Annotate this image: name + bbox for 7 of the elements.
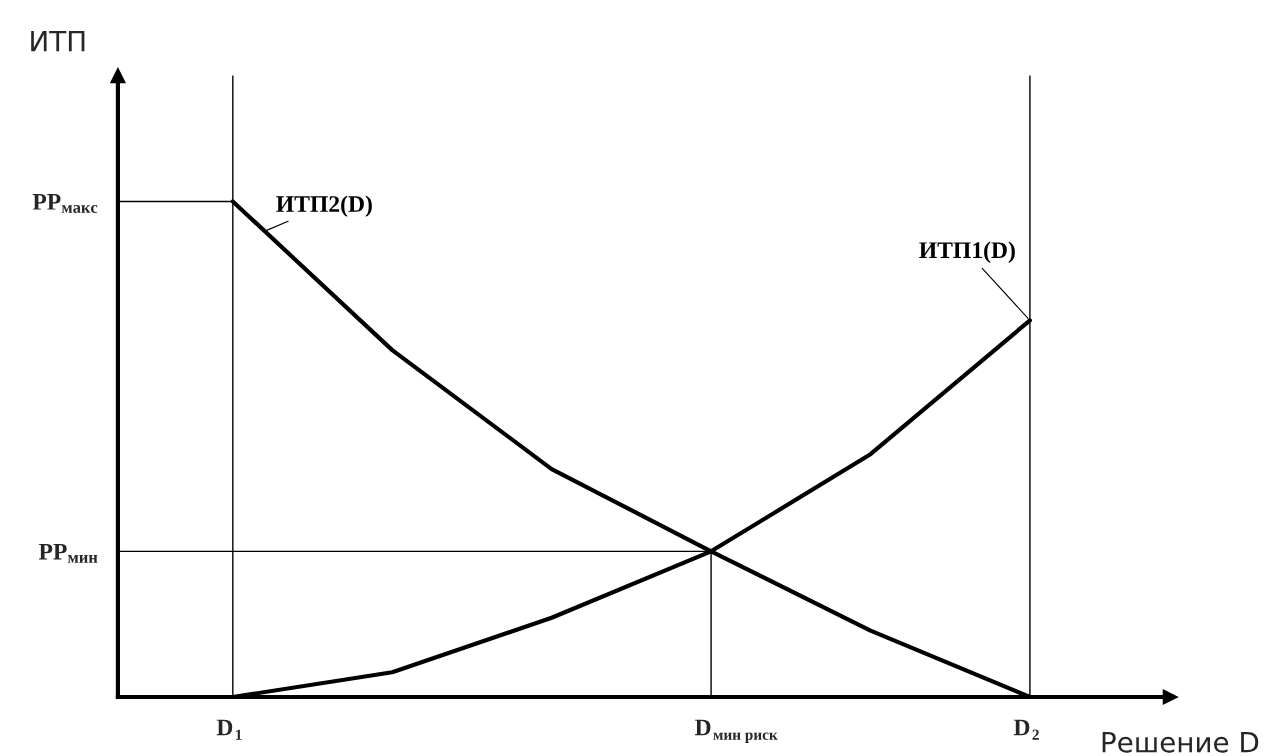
x-axis-title: Решение D (1102, 732, 1259, 753)
text: ИТП (31, 30, 85, 52)
text: ИТП1(D) (919, 241, 1015, 263)
ref-line-label: PP$_{мин}$ (38, 543, 98, 563)
x-tick-label: Dмин риск (695, 719, 778, 743)
ref-line-label: PP$_{макс}$ (32, 194, 98, 213)
series-label: ИТП2(D) (276, 195, 372, 217)
